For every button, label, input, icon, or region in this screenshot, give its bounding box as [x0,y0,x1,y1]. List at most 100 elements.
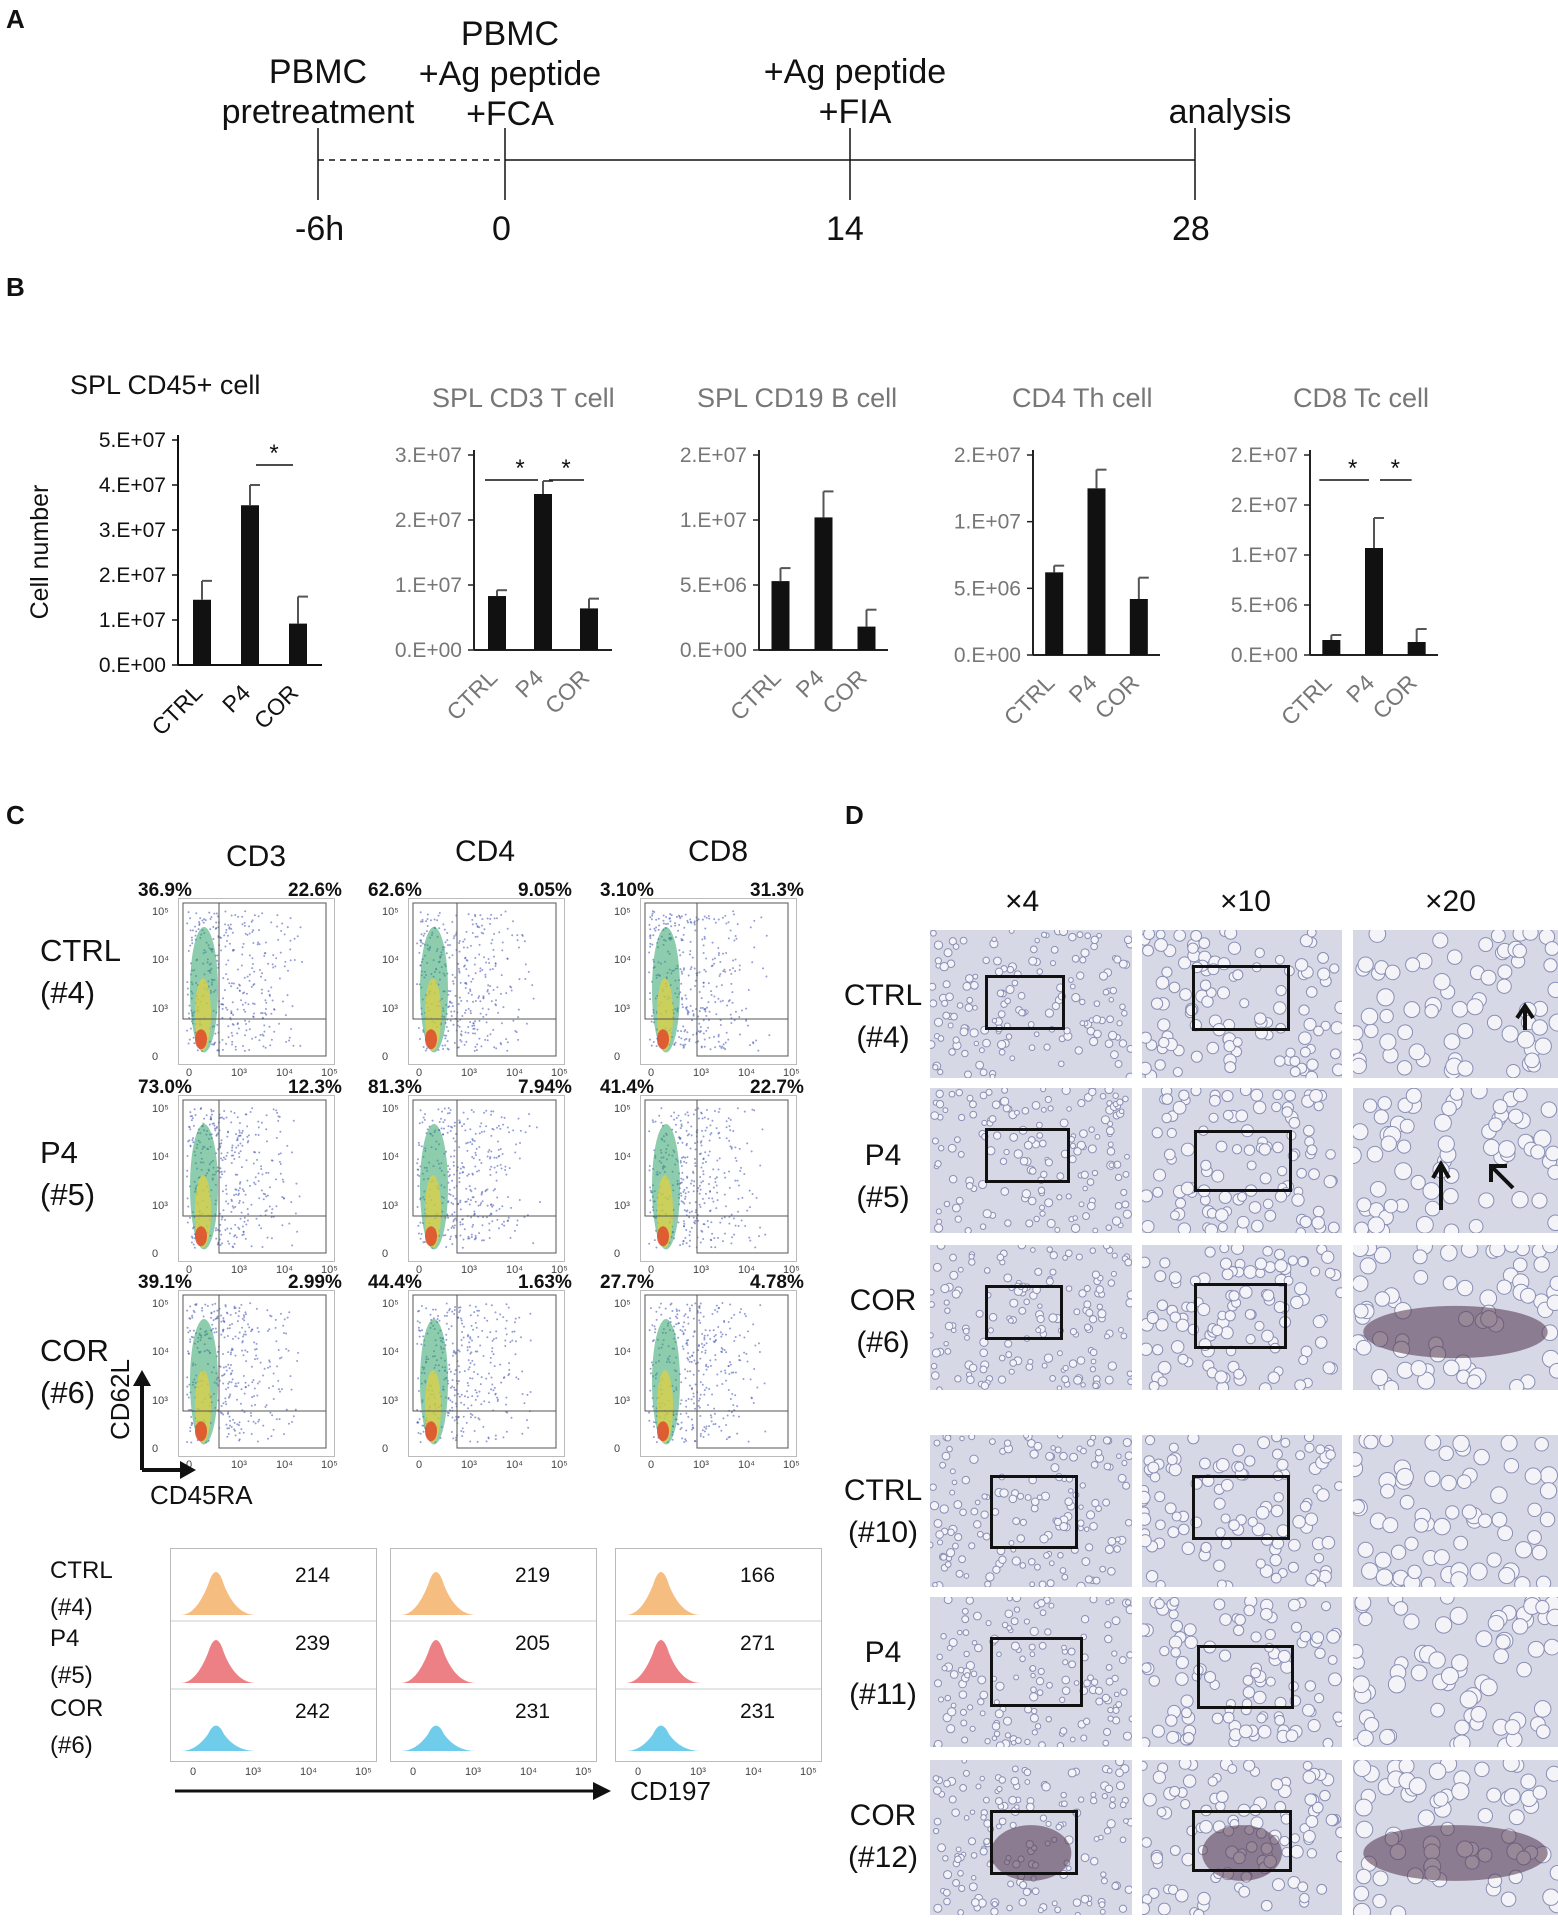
flow-dot [732,1414,735,1417]
flow-dot [699,1432,702,1435]
flow-dot [226,1135,229,1138]
flow-dot [188,1317,191,1320]
flow-dot [687,1316,690,1319]
flow-dot [727,1321,730,1324]
flow-dot [758,1351,761,1354]
flow-dot [504,1339,507,1342]
flow-dot [238,1307,241,1310]
flow-dot [688,1234,691,1237]
flow-dot [234,1429,237,1432]
flow-dot [272,966,275,969]
flow-dot [483,1130,486,1133]
flow-dot [457,1416,460,1419]
flow-dot [260,988,263,991]
flow-dot [244,1010,247,1013]
flow-dot [710,990,713,993]
flow-dot [488,962,491,965]
flow-dot [501,1205,504,1208]
flow-dot [257,1179,260,1182]
flow-dot [296,1360,299,1363]
flow-dot [479,967,482,970]
flow-dot [418,1175,421,1178]
flow-xtick: 10³ [461,1459,477,1471]
alveolus [1044,1158,1053,1167]
flow-dot [227,1396,230,1399]
flow-dot [213,1310,216,1313]
flow-dot [258,1380,261,1383]
alveolus [975,1060,984,1070]
flow-dot [264,1007,267,1010]
flow-ytick: 0 [152,1051,159,1063]
flow-dot [514,1353,517,1356]
alveolus [1236,1215,1250,1229]
alveolus [1232,1037,1243,1048]
flow-dot [186,1221,189,1224]
flow-dot [658,1114,661,1117]
flow-dot [740,1219,743,1222]
alveolus [1000,1187,1010,1196]
flow-dot [727,1170,730,1173]
alveolus [981,1119,988,1126]
flow-dot [759,1304,762,1307]
alveolus [1403,1001,1421,1018]
flow-dot [709,1175,712,1178]
flow-dot [683,967,686,970]
flow-dot [671,1309,674,1312]
flow-dot [481,1239,484,1242]
flow-dot [702,1019,705,1022]
flow-dot [244,932,247,935]
panel-label-a: A [6,4,25,34]
alveolus [1482,1138,1501,1156]
alveolus [978,1180,988,1190]
alveolus [970,981,979,990]
flow-dot [703,935,706,938]
flow-dot [705,957,708,960]
chart-4-category-label: CTRL [1276,669,1337,730]
flow-dot [679,1161,682,1164]
alveolus [1049,1251,1058,1260]
alveolus [1178,1089,1190,1101]
flow-gate [456,1410,557,1449]
flow-dot [517,1377,520,1380]
flow-ytick: 10³ [152,1002,168,1015]
flow-dot [221,1016,224,1019]
flow-dot [505,1303,508,1306]
alveolus [1093,1000,1101,1007]
flow-dot [461,1125,464,1128]
flow-dot [247,1420,250,1423]
flow-dot [734,1146,737,1149]
flow-dot [717,1168,720,1171]
flow-dot [698,990,701,993]
flow-dot [497,1140,500,1143]
flow-dot [721,1217,724,1220]
flow-dot [708,1329,711,1332]
alveolus [1094,1448,1103,1457]
alveolus [1112,1092,1119,1100]
flow-dot [737,1210,740,1213]
alveolus [1199,979,1212,991]
flow-dot [505,1396,508,1399]
flow-dot [250,1203,253,1206]
flow-dot [692,1113,695,1116]
flow-xtick: 0 [416,1067,423,1079]
histogram-mfi-value: 239 [295,1632,331,1655]
alveolus [1044,1198,1054,1208]
chart-4-significance-star: * [1348,455,1357,482]
flow-dot [703,1336,706,1339]
alveolus [1506,1063,1521,1078]
flow-dot [234,1223,237,1226]
alveolus [1098,971,1109,981]
alveolus [1050,945,1059,954]
flow-dot [434,1308,437,1311]
alveolus [944,1307,951,1314]
cd197-axis-arrow [175,1782,611,1800]
alveolus [1127,1378,1132,1386]
flow-dot [701,1180,704,1183]
alveolus [1291,1193,1305,1207]
flow-dot [734,970,737,973]
alveolus [1367,1216,1386,1233]
flow-dot [736,1107,739,1110]
flow-dot [467,1407,470,1410]
flow-dot [710,1221,713,1224]
flow-dot [481,968,484,971]
